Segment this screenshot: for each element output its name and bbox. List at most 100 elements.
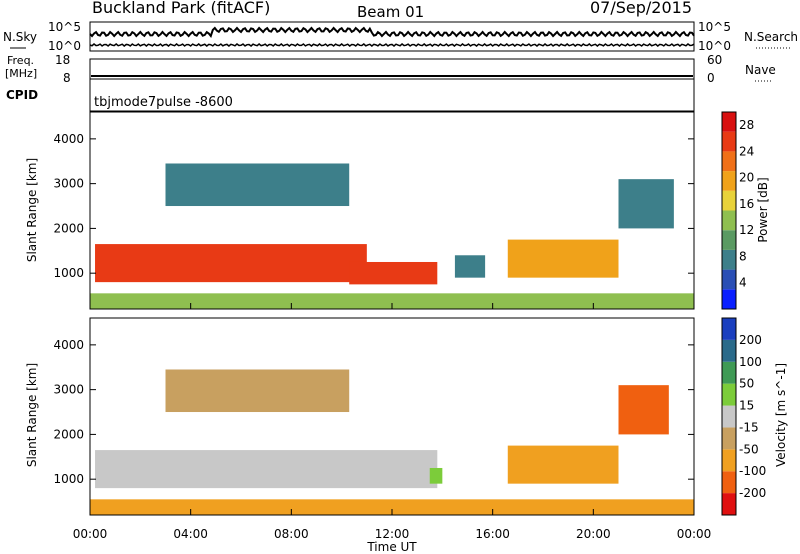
echo-region-8 <box>90 293 694 309</box>
nave-tick-bottom: 0 <box>707 71 715 85</box>
x-tick-label: 12:00 <box>375 527 410 541</box>
colorbar-tick-label: 200 <box>739 333 762 347</box>
cpid-value: tbjmode7pulse -8600 <box>94 95 233 110</box>
colorbar-tick-label: 12 <box>739 223 754 237</box>
noise-left-label: N.Sky <box>3 30 37 44</box>
y-tick-label: 3000 <box>53 177 84 191</box>
power-colorbar: 4 8 12 16 20 24 28 <box>721 111 754 310</box>
colorbar-frame <box>721 111 737 310</box>
noise-right-tick-top: 10^5 <box>698 20 731 34</box>
noise-left-tick-top: 10^5 <box>48 20 81 34</box>
nave-label: Nave <box>745 63 776 77</box>
x-tick-label: 16:00 <box>475 527 510 541</box>
colorbar-frame <box>721 317 737 516</box>
velocity-marks <box>90 369 694 515</box>
power-colorbar-label: Power [dB] <box>756 177 770 242</box>
y-tick-label: 1000 <box>53 266 84 280</box>
cpid-panel: CPID tbjmode7pulse -8600 <box>6 78 695 112</box>
colorbar-tick-label: 24 <box>739 144 754 158</box>
x-axis-label: Time UT <box>366 540 417 554</box>
velocity-panel: 1000 2000 3000 4000 Slant Range [km] 200 100… <box>25 317 788 516</box>
echo-region-4 <box>165 163 350 207</box>
freq-unit: [MHz] <box>5 67 37 80</box>
colorbar-tick-label: 16 <box>739 197 754 211</box>
colorbar-tick-label: 50 <box>739 377 754 391</box>
colorbar-band <box>722 361 736 384</box>
echo-region-6 <box>454 255 486 278</box>
colorbar-tick-label: 28 <box>739 118 754 132</box>
colorbar-tick-label: 15 <box>739 399 754 413</box>
colorbar-band <box>722 427 736 450</box>
noise-sky-trace <box>89 26 695 39</box>
x-tick-label: 04:00 <box>173 527 208 541</box>
colorbar-tick-label: -50 <box>739 442 759 456</box>
freq-label: Freq. <box>7 54 34 67</box>
x-tick-label: 00:00 <box>677 527 712 541</box>
nave-tick-top: 60 <box>707 53 722 67</box>
power-y-label: Slant Range [km] <box>25 158 39 262</box>
colorbar-tick-label: 4 <box>739 276 747 290</box>
colorbar-band <box>722 230 736 250</box>
noise-right-tick-bottom: 10^0 <box>698 39 731 53</box>
noise-left-tick-bottom: 10^0 <box>48 39 81 53</box>
beam-title: Beam 01 <box>357 3 424 21</box>
noise-search-trace <box>89 43 695 47</box>
colorbar-tick-label: -15 <box>739 420 759 434</box>
freq-tick-bottom: 8 <box>63 71 71 85</box>
echo-region-7 <box>618 179 674 229</box>
x-tick-label: 20:00 <box>576 527 611 541</box>
power-y-ticks: 1000 2000 3000 4000 <box>53 132 694 280</box>
velocity-colorbar-label: Velocity [m s^-1] <box>774 363 788 467</box>
echo-region-6 <box>90 499 694 515</box>
colorbar-band <box>722 471 736 494</box>
colorbar-band <box>722 449 736 472</box>
colorbar-tick-label: 100 <box>739 355 762 369</box>
echo-region-1 <box>95 450 438 489</box>
date-title: 07/Sep/2015 <box>590 0 692 17</box>
colorbar-band <box>722 339 736 362</box>
freq-tick-top: 18 <box>55 53 70 67</box>
echo-region-1 <box>95 244 367 283</box>
echo-region-5 <box>429 467 443 484</box>
x-tick-label: 00:00 <box>73 527 108 541</box>
velocity-y-label: Slant Range [km] <box>25 363 39 467</box>
colorbar-band <box>722 269 736 290</box>
echo-region-2 <box>349 261 438 285</box>
colorbar-band <box>722 289 736 309</box>
echo-region-2 <box>165 369 350 413</box>
colorbar-band <box>722 318 736 340</box>
echo-region-5 <box>507 239 619 278</box>
colorbar-band <box>722 131 736 152</box>
echo-region-3 <box>507 445 619 484</box>
colorbar-tick-label: -100 <box>739 464 766 478</box>
colorbar-band <box>722 210 736 231</box>
y-tick-label: 2000 <box>53 221 84 235</box>
freq-panel: Freq. [MHz] 18 8 60 0 Nave <box>5 53 776 85</box>
y-tick-label: 4000 <box>53 132 84 146</box>
colorbar-band <box>722 405 736 428</box>
colorbar-band <box>722 171 736 191</box>
y-tick-label: 4000 <box>53 338 84 352</box>
x-axis-ticks: 00:00 04:00 08:00 12:00 16:00 20:00 00:00 <box>73 303 712 541</box>
velocity-y-ticks: 1000 2000 3000 4000 <box>53 338 694 486</box>
y-tick-label: 2000 <box>53 427 84 441</box>
y-tick-label: 1000 <box>53 472 84 486</box>
power-marks <box>90 163 694 309</box>
y-tick-label: 3000 <box>53 383 84 397</box>
colorbar-band <box>722 112 736 132</box>
colorbar-band <box>722 190 736 211</box>
power-panel: 1000 2000 3000 4000 Slant Range [km] 4 8 12 16… <box>25 111 770 310</box>
cpid-label: CPID <box>6 88 38 102</box>
echo-region-4 <box>618 385 669 435</box>
colorbar-tick-label: -200 <box>739 486 766 500</box>
colorbar-tick-label: 20 <box>739 171 754 185</box>
site-title: Buckland Park (fitACF) <box>92 0 270 17</box>
colorbar-band <box>722 151 736 172</box>
colorbar-band <box>722 383 736 406</box>
colorbar-band <box>722 493 736 515</box>
x-tick-label: 08:00 <box>274 527 309 541</box>
velocity-colorbar: 200 100 50 15 -15 -50 -100 -200 <box>721 317 766 516</box>
colorbar-band <box>722 249 736 270</box>
noise-right-label: N.Search <box>744 30 798 44</box>
